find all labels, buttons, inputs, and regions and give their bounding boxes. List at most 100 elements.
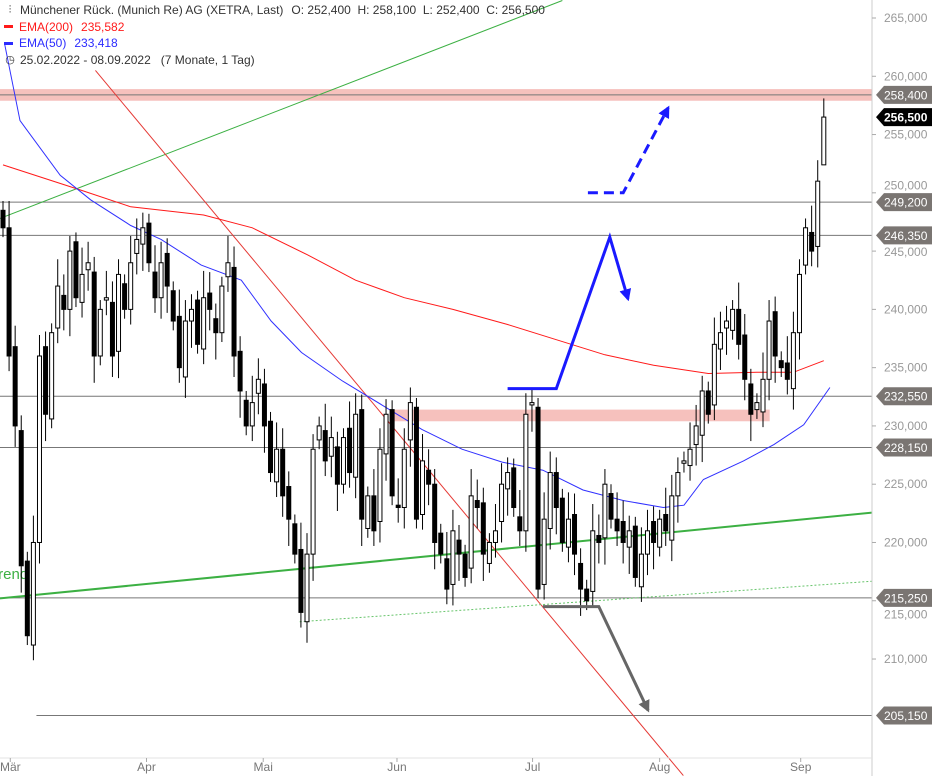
x-tick-label: Jul: [525, 760, 540, 774]
candle-body: [790, 332, 796, 390]
candle: [6, 200, 12, 372]
candle-body: [24, 560, 30, 637]
candle-body: [681, 460, 687, 464]
candle-body: [36, 355, 42, 543]
candle: [213, 303, 219, 360]
candle-body: [73, 241, 79, 299]
candle: [30, 515, 36, 661]
y-tick-label: 245,000: [884, 245, 928, 259]
candle-body: [596, 534, 602, 543]
candle-body: [49, 332, 55, 420]
level-price-tag-bg: [876, 588, 932, 607]
candle: [377, 428, 383, 543]
candle-body: [809, 231, 815, 252]
candle: [359, 394, 365, 546]
candle: [280, 428, 286, 517]
current-price-tag: 256,500: [884, 111, 928, 125]
candle: [328, 416, 334, 478]
candle-body: [395, 504, 401, 509]
candle-body: [401, 448, 407, 509]
candle: [687, 422, 693, 481]
candle: [67, 235, 73, 337]
candle-body: [383, 413, 389, 455]
candle-body: [18, 430, 24, 567]
candle: [809, 205, 815, 267]
candle: [486, 533, 492, 573]
gray-bear-arrow: [542, 605, 650, 713]
candle-body: [687, 448, 693, 467]
candle-body: [79, 273, 85, 303]
ema200-value: 235,582: [81, 19, 125, 34]
candle-body: [474, 500, 480, 509]
candle: [334, 431, 340, 512]
candle-body: [748, 383, 754, 415]
candle-body: [97, 308, 103, 357]
candle: [535, 397, 541, 599]
candle: [383, 399, 389, 481]
candle: [140, 212, 146, 271]
candle-body: [717, 332, 723, 350]
candle-body: [213, 318, 219, 334]
candle-body: [231, 266, 237, 357]
candle-body: [620, 520, 626, 543]
level-price-tag: 215,250: [884, 591, 928, 605]
candle: [480, 487, 486, 581]
legend-ema200[interactable]: EMA(200) 235,582: [4, 19, 545, 36]
candle: [760, 352, 766, 428]
candle: [164, 238, 170, 313]
candle: [371, 469, 377, 546]
candle-body: [225, 262, 231, 278]
candle-body: [249, 402, 255, 427]
candle: [122, 274, 128, 319]
candle: [541, 492, 547, 600]
candle-body: [359, 409, 365, 520]
candle-body: [237, 350, 243, 392]
date-range-info: (7 Monate, 1 Tag): [160, 52, 255, 67]
candle-body: [638, 553, 644, 588]
candle: [638, 527, 644, 602]
x-tick-label: Aug: [649, 760, 670, 774]
candle-body: [176, 315, 182, 369]
candle: [651, 506, 657, 570]
candle: [395, 478, 401, 523]
candle: [413, 397, 419, 529]
resistance-zone: [389, 409, 770, 422]
candle: [730, 300, 736, 340]
ema200-swatch-icon: [4, 25, 13, 29]
candle-body: [584, 588, 590, 602]
candle-body: [736, 308, 742, 345]
candle: [632, 516, 638, 587]
candle-body: [565, 518, 571, 548]
ema50-line: [4, 44, 831, 509]
candle: [310, 434, 316, 581]
candle-body: [365, 495, 371, 529]
candle: [0, 200, 6, 238]
candle: [711, 317, 717, 421]
candle: [274, 422, 280, 498]
candle-body: [608, 493, 614, 520]
candle: [304, 533, 310, 643]
level-price-tag-bg: [876, 706, 932, 725]
candle: [261, 368, 267, 453]
candle-body: [760, 378, 766, 413]
candle-body: [486, 541, 492, 564]
candle-body: [389, 409, 395, 497]
candle: [170, 281, 176, 331]
y-tick-label: 255,000: [884, 128, 928, 142]
candle: [602, 469, 608, 565]
y-tick-label: 265,000: [884, 11, 928, 25]
candle-body: [122, 283, 128, 310]
legend-ema50[interactable]: EMA(50) 233,418: [4, 35, 545, 52]
candle: [97, 300, 103, 366]
candle-body: [541, 518, 547, 585]
candle-body: [134, 238, 140, 254]
candle: [669, 474, 675, 562]
blue-scenario-arrow: [507, 232, 632, 391]
candle-body: [778, 360, 784, 369]
candle-body: [626, 530, 632, 548]
candle: [675, 457, 681, 523]
candle: [255, 358, 261, 415]
candle: [49, 323, 55, 429]
candle: [657, 509, 663, 557]
